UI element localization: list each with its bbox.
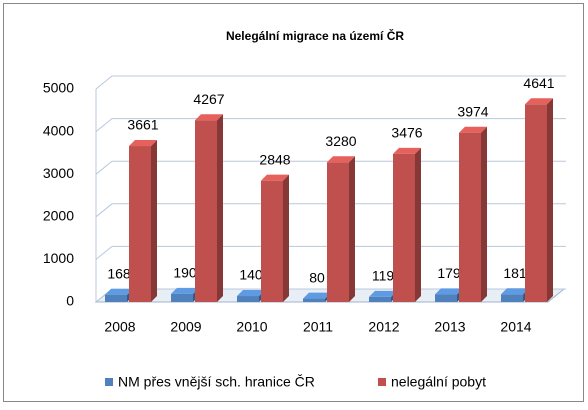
value-label: 119 xyxy=(372,268,395,284)
bar-top xyxy=(105,288,133,295)
bar-front xyxy=(237,296,259,302)
bar-side xyxy=(547,98,553,303)
legend-swatch xyxy=(105,378,113,386)
bar-front xyxy=(525,104,547,303)
bar-top xyxy=(237,290,265,297)
bar-top xyxy=(303,292,331,299)
legend-swatch xyxy=(378,378,386,386)
bar-top xyxy=(393,147,421,154)
bar xyxy=(261,174,289,302)
x-tick-label: 2009 xyxy=(170,319,201,335)
bar xyxy=(459,126,487,302)
bar-side xyxy=(349,156,355,302)
bar-top xyxy=(501,288,529,295)
grid-line xyxy=(95,75,566,90)
bar-side xyxy=(283,174,289,302)
bar xyxy=(525,98,553,303)
bar xyxy=(393,147,421,302)
bar-front xyxy=(393,153,415,302)
bar-side xyxy=(481,126,487,302)
bar-front xyxy=(105,294,127,302)
bar xyxy=(195,114,223,302)
x-tick-label: 2011 xyxy=(303,319,333,335)
bar-top xyxy=(195,114,223,121)
bar xyxy=(327,156,355,302)
value-label: 3476 xyxy=(391,125,422,141)
bar-front xyxy=(459,132,481,302)
chart-frame xyxy=(3,3,584,402)
bar-front xyxy=(435,294,457,302)
bar-top xyxy=(327,156,355,163)
bar-front xyxy=(303,298,325,302)
bar-front xyxy=(195,120,217,302)
y-tick-label: 3000 xyxy=(43,165,74,181)
y-tick-label: 5000 xyxy=(43,80,74,96)
bar-top xyxy=(435,288,463,295)
bar-side xyxy=(151,140,157,302)
bar xyxy=(105,288,133,302)
legend-label: nelegální pobyt xyxy=(391,374,486,390)
y-tick-label: 1000 xyxy=(43,250,74,266)
value-label: 4267 xyxy=(193,91,224,107)
x-tick-label: 2014 xyxy=(500,319,531,335)
grid-line xyxy=(95,118,566,132)
bar-front xyxy=(171,293,193,302)
value-label: 3661 xyxy=(127,117,158,133)
value-label: 2848 xyxy=(259,151,290,167)
bar xyxy=(171,287,199,302)
bar-front xyxy=(369,296,391,302)
value-label: 181 xyxy=(503,265,527,281)
x-tick-label: 2008 xyxy=(104,319,135,335)
value-label: 140 xyxy=(239,267,263,283)
value-label: 4641 xyxy=(523,75,554,91)
bar-top xyxy=(369,290,397,297)
bar-front xyxy=(129,146,151,302)
bar-front xyxy=(261,180,283,302)
bar-top xyxy=(171,287,199,294)
bar-top xyxy=(459,126,487,133)
value-label: 80 xyxy=(309,269,325,285)
value-label: 168 xyxy=(107,266,131,282)
x-tick-label: 2012 xyxy=(368,319,399,335)
bar-top xyxy=(129,140,157,147)
bar-front xyxy=(501,294,523,302)
bar-top xyxy=(525,98,553,105)
bar xyxy=(501,288,529,302)
y-tick-label: 4000 xyxy=(43,122,74,138)
bar xyxy=(129,140,157,302)
y-tick-label: 2000 xyxy=(43,208,74,224)
value-label: 190 xyxy=(173,265,197,281)
bar-top xyxy=(261,174,289,181)
value-label: 3280 xyxy=(325,133,356,149)
y-tick-label: 0 xyxy=(66,293,74,309)
legend-label: NM přes vnější sch. hranice ČR xyxy=(118,374,315,390)
bar-front xyxy=(327,162,349,302)
x-tick-label: 2013 xyxy=(434,319,465,335)
bar xyxy=(435,288,463,302)
chart-title: Nelegální migrace na území ČR xyxy=(226,28,404,43)
bar-side xyxy=(217,114,223,302)
bar-side xyxy=(415,147,421,302)
value-label: 179 xyxy=(437,265,461,281)
value-label: 3974 xyxy=(457,103,488,119)
x-tick-label: 2010 xyxy=(236,319,267,335)
